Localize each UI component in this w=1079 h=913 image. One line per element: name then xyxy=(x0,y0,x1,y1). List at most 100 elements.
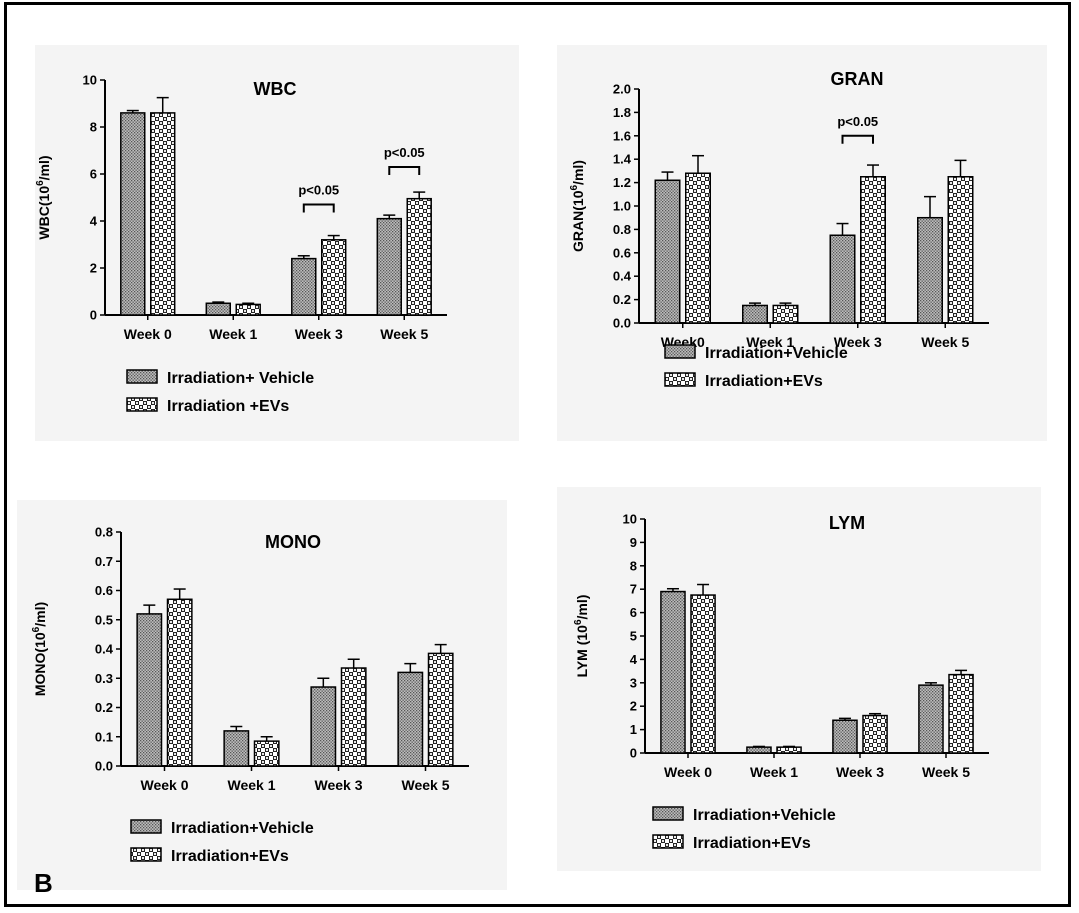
legend-label: Irradiation+EVs xyxy=(693,835,811,852)
y-tick-label: 8 xyxy=(630,558,637,573)
y-tick-label: 1.6 xyxy=(613,128,631,143)
y-tick-label: 10 xyxy=(83,73,97,88)
bar-irradiation-vehicle-week-0 xyxy=(136,613,163,767)
chart-title: WBC xyxy=(254,79,297,99)
x-tick-label: Week 0 xyxy=(141,777,189,793)
y-tick-label: 0.2 xyxy=(613,292,631,307)
bar-irradiation-evs-week-3 xyxy=(862,714,888,754)
legend-label: Irradiation+Vehicle xyxy=(693,807,836,824)
x-tick-label: Week 5 xyxy=(921,334,969,350)
chart-title: LYM xyxy=(829,513,865,533)
x-tick-label: Week 1 xyxy=(209,326,257,342)
y-axis-label-end: /ml) xyxy=(574,595,590,620)
y-tick-label: 0.7 xyxy=(95,554,113,569)
panel-wbc: 0 2 4 6 8 10 Week 0 Week 1 Week 3 Week 5 p<0.05 p<0… xyxy=(35,45,519,441)
bar-irradiation-evs-week-0 xyxy=(690,594,716,754)
significance-bracket xyxy=(388,165,421,175)
y-tick-label: 6 xyxy=(630,605,637,620)
bar-irradiation-evs-week-3 xyxy=(321,239,347,316)
legend-swatch-irradiation-vehicle xyxy=(652,806,684,821)
bar-irradiation-vehicle-week-0 xyxy=(660,590,686,754)
bar-irradiation-evs-week-1 xyxy=(772,304,799,324)
bar-irradiation-vehicle-week-3 xyxy=(829,234,856,324)
y-axis-label-end: /ml) xyxy=(36,155,52,180)
panel-lym: 0 1 2 3 4 5 6 7 8 9 10 Week 0 Week 1 Week 3 Week 5 LYM L… xyxy=(557,487,1041,871)
legend-swatch-irradiation-vehicle xyxy=(126,369,158,384)
y-tick-label: 0.4 xyxy=(613,269,632,284)
y-axis-label: MONO(106/ml) xyxy=(31,602,48,696)
bar-irradiation-vehicle-week-3 xyxy=(310,686,337,767)
legend-label: Irradiation+Vehicle xyxy=(171,820,314,837)
bar-irradiation-vehicle-week-5 xyxy=(376,217,402,316)
x-tick-label: Week 5 xyxy=(380,326,428,342)
legend-swatch-irradiation-evs xyxy=(664,372,696,387)
x-tick-label: Week 3 xyxy=(295,326,343,342)
x-tick-label: Week 5 xyxy=(402,777,450,793)
y-tick-label: 8 xyxy=(90,120,97,135)
legend-label: Irradiation+EVs xyxy=(705,373,823,390)
bar-irradiation-vehicle-week-5 xyxy=(397,671,424,767)
y-tick-label: 6 xyxy=(90,167,97,182)
bar-irradiation-evs-week-1 xyxy=(235,303,261,316)
significance-bracket xyxy=(302,203,335,213)
legend-swatch-irradiation-evs xyxy=(652,834,684,849)
x-tick-label: Week 1 xyxy=(746,334,794,350)
y-tick-label: 2 xyxy=(90,261,97,276)
chart-mono: 0.0 0.1 0.2 0.3 0.4 0.5 0.6 0.7 0.8 Week 0 Week 1 W… xyxy=(31,525,469,865)
legend-swatch-irradiation-evs xyxy=(126,397,158,412)
bar-irradiation-evs-week-3 xyxy=(860,176,886,324)
y-axis-label-sup: 6 xyxy=(35,180,46,186)
y-axis-label-main: MONO(10 xyxy=(32,632,48,696)
x-tick-label: Week 5 xyxy=(922,764,970,780)
y-tick-label: 9 xyxy=(630,535,637,550)
chart-lym: 0 1 2 3 4 5 6 7 8 9 10 Week 0 Week 1 Week 3 Week 5 LYM L… xyxy=(573,512,989,852)
chart-title: GRAN xyxy=(831,69,884,89)
bar-irradiation-evs-week-5 xyxy=(427,652,454,767)
legend-label: Irradiation+Vehicle xyxy=(705,345,848,362)
y-axis-label-sup: 6 xyxy=(31,626,42,632)
bar-irradiation-vehicle-week-5 xyxy=(918,684,944,754)
bar-irradiation-vehicle-week-1 xyxy=(742,304,768,324)
x-tick-label: Week 0 xyxy=(124,326,172,342)
y-tick-label: 2.0 xyxy=(613,82,631,97)
x-tick-label: Week 3 xyxy=(836,764,884,780)
x-tick-label: Week 3 xyxy=(315,777,363,793)
legend-label: Irradiation +EVs xyxy=(167,398,289,415)
y-axis-label-sup: 6 xyxy=(569,184,580,190)
y-tick-label: 0 xyxy=(630,746,637,761)
x-tick-label: Week 0 xyxy=(664,764,712,780)
x-tick-label: Week 1 xyxy=(750,764,798,780)
y-axis-label-end: /ml) xyxy=(32,602,48,627)
y-axis-label-sup: 6 xyxy=(573,619,584,625)
bar-irradiation-evs-week-5 xyxy=(948,673,974,754)
legend-label: Irradiation+EVs xyxy=(171,848,289,865)
legend-swatch-irradiation-vehicle xyxy=(130,819,162,834)
y-tick-label: 1.0 xyxy=(613,199,631,214)
significance-label: p<0.05 xyxy=(384,145,425,160)
y-axis-label: LYM (106/ml) xyxy=(573,595,590,678)
bar-irradiation-vehicle-week-1 xyxy=(746,746,772,754)
panel-gran: 0.0 0.2 0.4 0.6 0.8 1.0 1.2 1.4 1.6 1.8 2.0 Week0 We… xyxy=(557,45,1047,441)
y-tick-label: 5 xyxy=(630,629,637,644)
bar-irradiation-evs-week-5 xyxy=(406,197,432,316)
bar-irradiation-vehicle-week-3 xyxy=(291,257,317,316)
chart-title: MONO xyxy=(265,532,321,552)
legend-swatch-irradiation-vehicle xyxy=(664,344,696,359)
y-tick-label: 1 xyxy=(630,722,637,737)
y-axis-label-main: LYM (10 xyxy=(574,625,590,678)
y-tick-label: 0.0 xyxy=(613,316,631,331)
y-tick-label: 0.5 xyxy=(95,612,113,627)
y-tick-label: 4 xyxy=(90,214,98,229)
y-tick-label: 7 xyxy=(630,582,637,597)
panel-mono: 0.0 0.1 0.2 0.3 0.4 0.5 0.6 0.7 0.8 Week 0 Week 1 W… xyxy=(17,500,507,890)
bar-irradiation-vehicle-week-1 xyxy=(223,730,250,767)
y-tick-label: 0.3 xyxy=(95,671,113,686)
y-tick-label: 0.8 xyxy=(613,222,631,237)
legend-swatch-irradiation-evs xyxy=(130,847,162,862)
x-tick-label: Week 3 xyxy=(834,334,882,350)
y-tick-label: 4 xyxy=(630,652,638,667)
bar-irradiation-vehicle-week0 xyxy=(654,179,681,324)
y-tick-label: 0.2 xyxy=(95,700,113,715)
y-tick-label: 10 xyxy=(623,512,637,527)
